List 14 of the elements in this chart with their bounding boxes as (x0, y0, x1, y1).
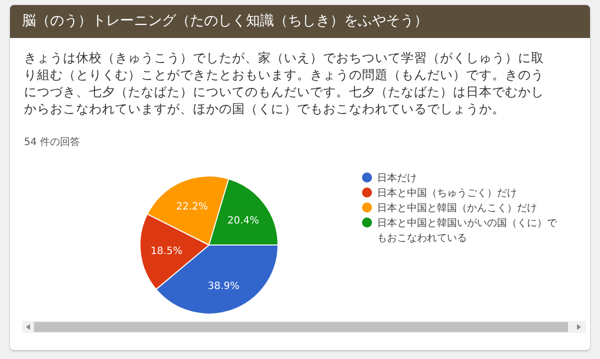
legend-label: 日本と中国（ちゅうごく）だけ (377, 187, 517, 199)
chart-subtitle: きょうは休校（きゅうこう）でしたが、家（いえ）でおちついて学習（がくしゅう）に取り組む（とりくむ）ことができたとおもいます。きょうの問題（もんだい）です。きのうにつづき、七夕（たなばた）についてのもんだいです。七夕（たなばた）は日本でむかしからおこなわれていますが、ほかの国（くに）でもおこなわれているでしょうか。 (24, 49, 545, 117)
data-label: 18.5% (150, 246, 182, 257)
legend-label: 日本と中国と韓国いがいの国（くに）でもおこなわれている (377, 217, 558, 244)
pie-slice (208, 178, 278, 246)
text: 54 件の回答 (24, 136, 80, 149)
data-label: 38.9% (208, 281, 240, 292)
pie-slice (140, 214, 210, 290)
legend-label: 日本と中国と韓国（かんこく）だけ (377, 202, 537, 214)
data-label: 22.2% (176, 202, 208, 213)
pie-slice (146, 176, 230, 246)
chart-title: 脳（のう）トレーニング（たのしく知識（ちしき）をふやそう） (10, 5, 590, 38)
legend-label: 日本だけ (377, 172, 417, 184)
data-label: 20.4% (227, 215, 260, 226)
